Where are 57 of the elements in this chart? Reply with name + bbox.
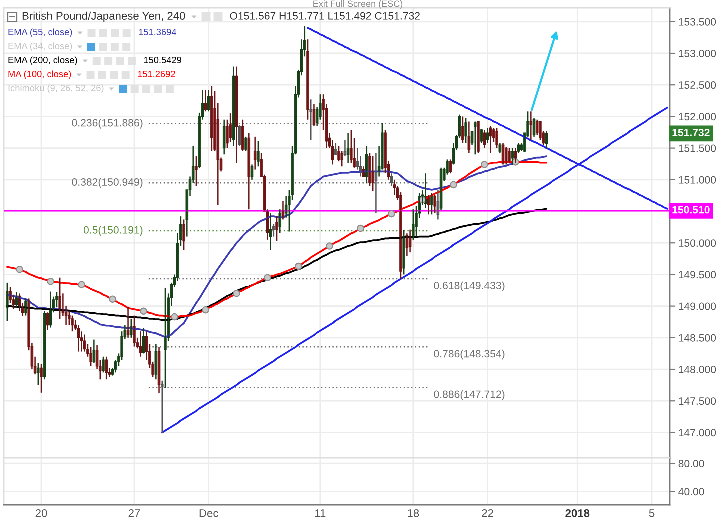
point (450, 181, 458, 189)
text: MA (100, close) (8, 70, 72, 80)
x-tick-label: 5 (649, 510, 655, 518)
y-tick-label: 153.500 (679, 18, 716, 26)
x-tick-label: 2018 (566, 509, 590, 518)
x-tick-label: 20 (36, 509, 48, 518)
annotation: 151.2692 (138, 70, 176, 78)
y-tick-label: 152.000 (679, 113, 716, 121)
y-tick-label: 150.000 (679, 240, 716, 248)
ref-line-label: 0.618(149.433) (434, 282, 505, 292)
point (109, 296, 116, 304)
text: EMA (200, close) (8, 56, 78, 66)
y-tick-label: 148.000 (679, 366, 716, 374)
point (140, 308, 148, 316)
point (202, 306, 210, 314)
x-tick-label: 22 (482, 509, 494, 518)
ref-line-label: 0.5(150.191) (84, 226, 143, 236)
annotation: Exit Full Screen (ESC) (314, 0, 403, 9)
y-tick-label: 151.000 (679, 176, 716, 184)
point (171, 313, 178, 321)
y-tick-label: 80.00 (678, 460, 704, 468)
y-tick-label: 40.00 (678, 488, 704, 496)
y-tick-label: 151.500 (679, 144, 716, 152)
text: EMA (55, close) (8, 28, 72, 38)
annotation: 151.3694 (139, 28, 177, 36)
annotation: Ichimoku (9, 26, 52, 26) (8, 84, 104, 94)
x-tick-label: 11 (316, 510, 326, 518)
point (388, 210, 396, 218)
ref-line-label: 0.236(151.886) (72, 118, 143, 129)
point (16, 266, 24, 274)
point (295, 262, 302, 270)
y-tick-label: 147.000 (679, 429, 716, 437)
point (233, 290, 240, 298)
y-tick-label: 153.000 (679, 50, 716, 58)
chart-title: British Pound/Japanese Yen, 240 (22, 12, 186, 22)
ref-line-label: 150.510 (672, 206, 710, 214)
y-tick-label: 149.500 (679, 271, 716, 279)
x-tick-label: 27 (128, 509, 140, 518)
x-tick-label: 18 (408, 509, 420, 518)
y-tick-label: 152.500 (679, 82, 716, 90)
y-tick-label: 149.000 (679, 302, 716, 310)
y-tick-label: 147.500 (679, 398, 716, 406)
point (47, 278, 54, 286)
x-tick-label: Dec (200, 510, 218, 518)
ref-line-label: 0.886(147.712) (434, 390, 505, 400)
point (481, 161, 488, 168)
ref-line-label: 0.786(148.354) (434, 350, 505, 360)
annotation: EMA (34, close) (8, 42, 72, 52)
point (326, 242, 334, 250)
annotation: 151.732 (672, 129, 710, 136)
y-tick-label: 148.500 (679, 334, 716, 342)
point (357, 224, 364, 232)
ref-line-label: 0.382(150.949) (72, 178, 143, 188)
annotation: O151.567 H151.771 L151.492 C151.732 (230, 12, 420, 20)
annotation: 150.5429 (144, 56, 182, 64)
point (264, 274, 272, 282)
point (78, 281, 86, 288)
